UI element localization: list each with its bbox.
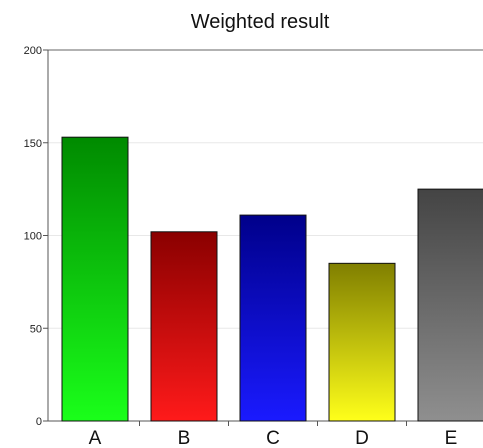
bar-e — [417, 188, 483, 422]
bars — [61, 136, 483, 422]
y-tick-label: 150 — [24, 138, 42, 150]
x-tick-labels: A B C D E — [89, 421, 458, 448]
bar-d — [328, 262, 396, 422]
y-tick-label: 200 — [24, 45, 42, 57]
bar-b — [150, 231, 218, 422]
x-tick-label: C — [266, 428, 280, 448]
x-tick-label: E — [445, 428, 458, 448]
x-tick-label: B — [178, 428, 191, 448]
y-tick-label: 100 — [24, 231, 42, 243]
bar-a — [61, 136, 129, 422]
y-tick-labels: 0 50 100 150 200 — [24, 45, 48, 428]
y-tick-label: 0 — [36, 416, 42, 428]
bar-c — [239, 214, 307, 422]
x-tick-label: A — [89, 428, 102, 448]
chart-title: Weighted result — [191, 11, 330, 33]
x-tick-label: D — [355, 428, 369, 448]
y-tick-label: 50 — [30, 323, 42, 335]
